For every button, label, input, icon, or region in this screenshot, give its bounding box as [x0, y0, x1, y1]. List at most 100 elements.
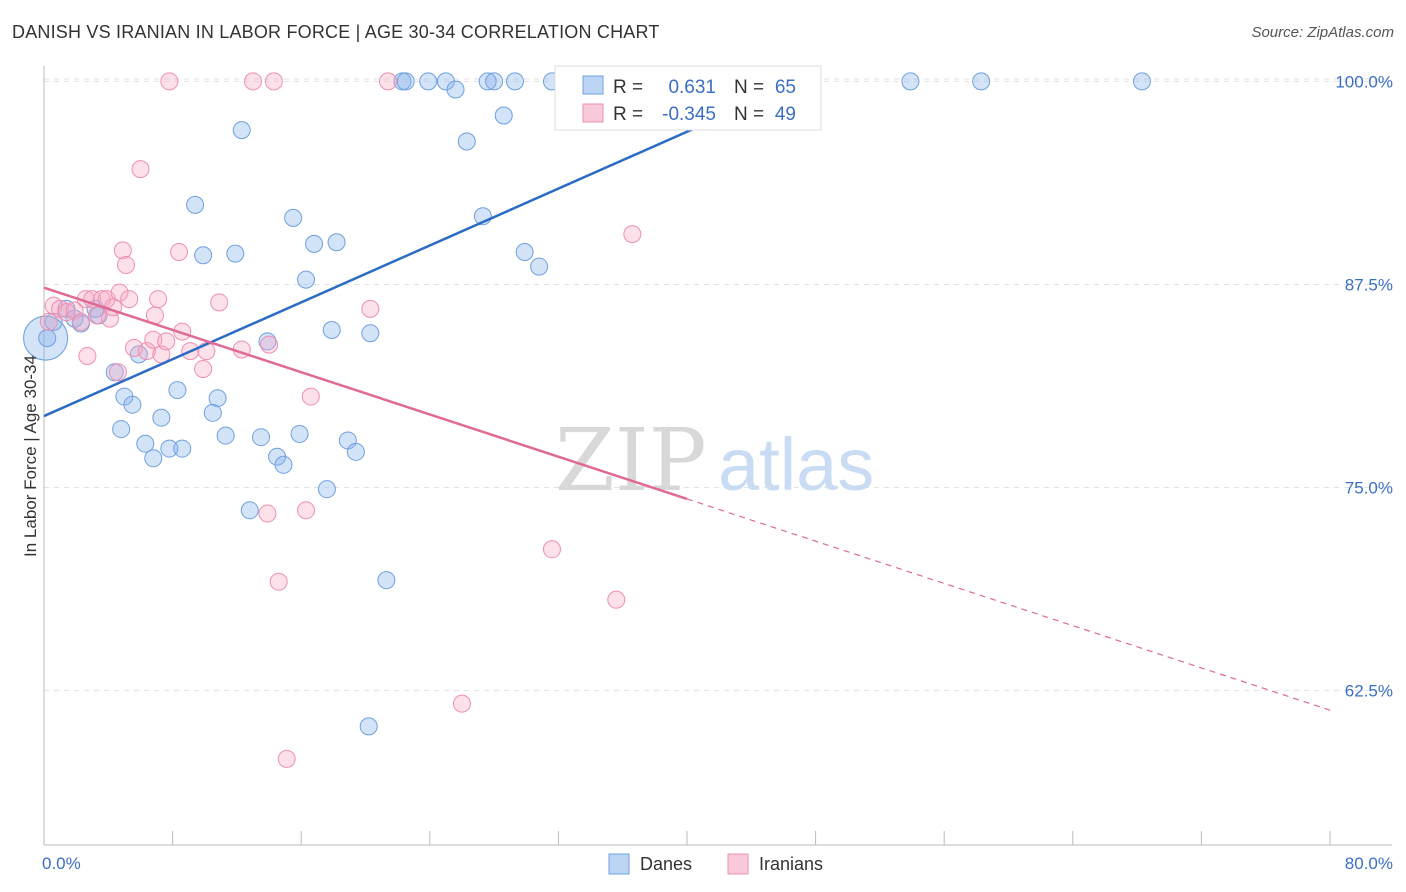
watermark-atlas: atlas — [718, 423, 874, 506]
danes-swatch — [582, 75, 604, 95]
iranians-point — [137, 342, 156, 361]
danes-point — [377, 571, 396, 590]
danes-trend-line — [43, 73, 817, 418]
iranians-point — [160, 72, 179, 91]
danes-point — [232, 121, 251, 140]
iranians-point — [607, 590, 626, 609]
y-tick-label: 75.0% — [1345, 479, 1393, 498]
danes-point — [1132, 72, 1151, 91]
danes-point-large — [23, 315, 69, 361]
iranians-point — [120, 290, 139, 309]
legend-iranians-swatch — [727, 853, 749, 875]
data-points — [23, 72, 1151, 768]
danes-point — [494, 106, 513, 125]
danes-point — [216, 426, 235, 445]
bottom-legend: Danes Iranians — [608, 853, 823, 875]
legend-danes-label: Danes — [640, 854, 692, 874]
danes-point — [478, 72, 497, 91]
danes-point — [901, 72, 920, 91]
danes-point — [396, 72, 415, 91]
danes-point — [305, 234, 324, 253]
danes-point — [346, 442, 365, 461]
iranians-n-label: N = — [734, 104, 764, 125]
iranians-point — [78, 346, 97, 365]
iranians-point — [623, 225, 642, 244]
iranians-point — [108, 363, 127, 382]
iranians-point — [258, 504, 277, 523]
iranians-r-label: R = — [613, 104, 643, 125]
iranians-swatch — [582, 103, 604, 123]
danes-point — [290, 424, 309, 443]
iranians-point — [452, 694, 471, 713]
iranians-point — [269, 572, 288, 591]
iranians-point — [542, 540, 561, 559]
danes-point — [208, 389, 227, 408]
iranians-point — [264, 72, 283, 91]
danes-point — [419, 72, 438, 91]
axes — [43, 66, 1392, 846]
grid-lines — [44, 78, 1392, 692]
danes-point — [446, 80, 465, 99]
x-tick-label-max: 80.0% — [1345, 854, 1393, 873]
iranians-trend-line — [43, 286, 688, 501]
iranians-trend-line-extension — [686, 498, 1331, 711]
danes-point — [123, 395, 142, 414]
iranians-point — [157, 332, 176, 351]
danes-point — [136, 434, 155, 453]
iranians-point — [113, 241, 132, 260]
danes-point — [361, 324, 380, 343]
danes-point — [144, 449, 163, 468]
tick-labels: 62.5% 75.0% 87.5% 100.0% 0.0% 80.0% — [42, 72, 1393, 873]
danes-point — [252, 428, 271, 447]
iranians-point — [210, 293, 229, 312]
iranians-point — [243, 72, 262, 91]
iranians-r-value: -0.345 — [662, 104, 716, 125]
danes-n-value: 65 — [775, 77, 796, 98]
source-label: Source: ZipAtlas.com — [1251, 24, 1394, 41]
iranians-point — [297, 501, 316, 520]
danes-point — [44, 312, 63, 331]
iranians-point — [39, 312, 58, 331]
danes-point — [322, 320, 341, 339]
danes-point — [160, 439, 179, 458]
danes-point — [515, 242, 534, 261]
danes-point — [274, 455, 293, 474]
danes-point — [258, 332, 277, 351]
danes-n-label: N = — [734, 77, 764, 98]
danes-point — [359, 717, 378, 736]
iranians-point — [301, 387, 320, 406]
y-tick-label: 87.5% — [1345, 275, 1393, 294]
danes-point — [112, 420, 131, 439]
iranians-point — [116, 255, 135, 274]
danes-point — [186, 195, 205, 214]
danes-point — [317, 480, 336, 499]
iranians-point — [260, 335, 279, 354]
danes-r-value: 0.631 — [668, 77, 716, 98]
iranians-point — [110, 283, 129, 302]
danes-point — [168, 381, 187, 400]
danes-point — [226, 244, 245, 263]
iranians-point — [361, 299, 380, 318]
y-tick-label: 62.5% — [1345, 682, 1393, 701]
iranians-point — [379, 72, 398, 91]
iranians-point — [194, 359, 213, 378]
chart-title: DANISH VS IRANIAN IN LABOR FORCE | AGE 3… — [12, 22, 660, 42]
danes-point — [457, 132, 476, 151]
legend-iranians-label: Iranians — [759, 854, 823, 874]
trend-lines — [43, 73, 1331, 711]
danes-point — [297, 270, 316, 289]
danes-point — [972, 72, 991, 91]
iranians-point — [170, 242, 189, 261]
danes-point — [173, 439, 192, 458]
legend-danes-swatch — [608, 853, 630, 875]
stats-legend: R = 0.631 N = 65 R = -0.345 N = 49 — [554, 65, 822, 131]
watermark: ZIP atlas — [555, 411, 874, 511]
danes-point — [194, 246, 213, 265]
iranians-point — [131, 160, 150, 179]
danes-point — [38, 329, 57, 348]
danes-r-label: R = — [613, 77, 643, 98]
danes-point — [152, 408, 171, 427]
y-axis-title: In Labor Force | Age 30-34 — [21, 355, 40, 557]
iranians-point — [65, 301, 84, 320]
